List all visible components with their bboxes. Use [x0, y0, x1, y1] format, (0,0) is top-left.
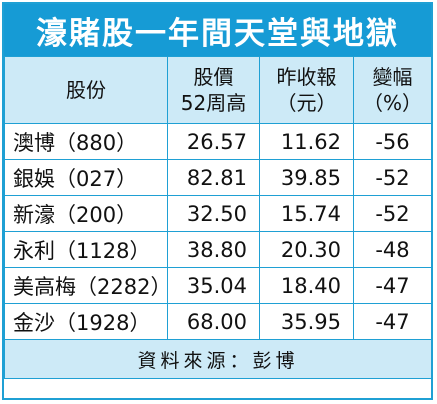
close-value: 39.85	[259, 159, 354, 196]
close-value: 18.40	[259, 267, 354, 304]
high-value: 82.81	[167, 159, 260, 196]
close-value: 20.30	[259, 231, 354, 268]
header-row: 股份 股價 52周高 昨收報 （元） 變幅 （%）	[4, 56, 432, 124]
table-row: 金沙（1928） 68.00 35.95 -47	[4, 303, 432, 340]
high-value: 26.57	[167, 123, 260, 160]
high-value: 35.04	[167, 267, 260, 304]
close-value: 11.62	[259, 123, 354, 160]
change-value: -52	[353, 159, 432, 196]
change-value: -47	[353, 303, 432, 340]
stock-table: 股份 股價 52周高 昨收報 （元） 變幅 （%） 澳博（880） 26.	[4, 56, 432, 379]
source-note: 資料來源：彭博	[4, 339, 432, 379]
stock-name: 金沙（1928）	[4, 303, 168, 340]
stock-name: 永利（1128）	[4, 231, 168, 268]
change-value: -48	[353, 231, 432, 268]
stock-name: 新濠（200）	[4, 195, 168, 232]
header-52week-high: 股價 52周高	[167, 56, 260, 124]
high-value: 68.00	[167, 303, 260, 340]
table-frame: 濠賭股一年間天堂與地獄 股份 股價 52周高 昨收報 （元）	[2, 2, 433, 400]
table-row: 新濠（200） 32.50 15.74 -52	[4, 195, 432, 232]
header-change-pct: 變幅 （%）	[353, 56, 432, 124]
header-stock: 股份	[4, 56, 168, 124]
stock-name: 澳博（880）	[4, 123, 168, 160]
source-row: 資料來源：彭博	[4, 339, 432, 379]
high-value: 38.80	[167, 231, 260, 268]
stock-name: 美高梅（2282）	[4, 267, 168, 304]
page-title: 濠賭股一年間天堂與地獄	[36, 15, 399, 52]
header-prev-close: 昨收報 （元）	[259, 56, 354, 124]
close-value: 35.95	[259, 303, 354, 340]
table-row: 美高梅（2282） 35.04 18.40 -47	[4, 267, 432, 304]
close-value: 15.74	[259, 195, 354, 232]
table-row: 澳博（880） 26.57 11.62 -56	[4, 123, 432, 160]
high-value: 32.50	[167, 195, 260, 232]
title-bar: 濠賭股一年間天堂與地獄	[4, 4, 431, 56]
change-value: -47	[353, 267, 432, 304]
table-row: 銀娛（027） 82.81 39.85 -52	[4, 159, 432, 196]
table-row: 永利（1128） 38.80 20.30 -48	[4, 231, 432, 268]
change-value: -56	[353, 123, 432, 160]
stock-name: 銀娛（027）	[4, 159, 168, 196]
change-value: -52	[353, 195, 432, 232]
